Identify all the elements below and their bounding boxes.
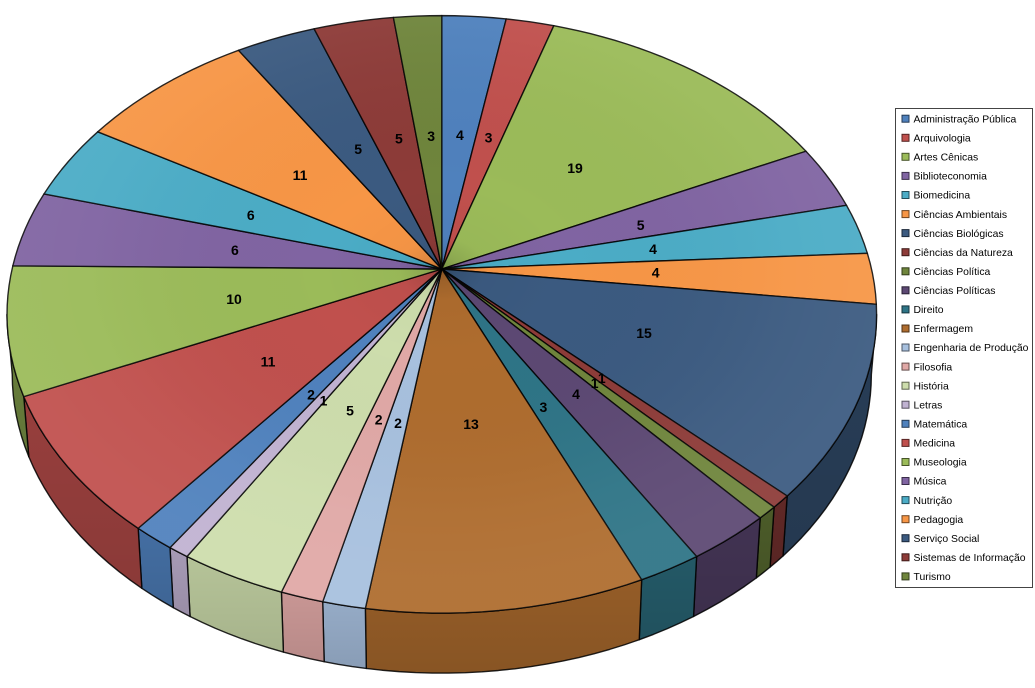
svg-text:11: 11	[261, 353, 276, 369]
svg-text:Ciências da Natureza: Ciências da Natureza	[914, 248, 1014, 259]
svg-text:1: 1	[320, 393, 328, 409]
svg-text:Medicina: Medicina	[914, 439, 956, 450]
svg-text:Enfermagem: Enfermagem	[914, 324, 973, 335]
svg-text:Engenharia de Produção: Engenharia de Produção	[914, 343, 1029, 354]
svg-text:5: 5	[354, 141, 362, 157]
svg-text:Filosofia: Filosofia	[914, 362, 953, 373]
svg-text:10: 10	[226, 291, 242, 307]
svg-text:3: 3	[427, 128, 435, 144]
svg-text:Nutrição: Nutrição	[914, 496, 953, 507]
svg-text:Ciências Políticas: Ciências Políticas	[914, 286, 996, 297]
svg-text:Matemática: Matemática	[914, 420, 968, 431]
svg-text:2: 2	[375, 411, 383, 427]
svg-text:Sistemas de Informação: Sistemas de Informação	[914, 553, 1026, 564]
svg-text:Letras: Letras	[914, 400, 943, 411]
svg-text:11: 11	[293, 167, 308, 183]
svg-text:2: 2	[307, 386, 315, 402]
svg-text:4: 4	[572, 386, 580, 402]
svg-text:Serviço Social: Serviço Social	[914, 534, 980, 545]
svg-text:Biblioteconomia: Biblioteconomia	[914, 172, 988, 183]
svg-text:Ciências Biológicas: Ciências Biológicas	[914, 229, 1004, 240]
svg-text:19: 19	[567, 160, 583, 176]
svg-text:4: 4	[456, 127, 464, 143]
svg-text:Ciências Política: Ciências Política	[914, 267, 991, 278]
svg-text:3: 3	[485, 130, 493, 146]
svg-text:13: 13	[463, 416, 479, 432]
svg-text:3: 3	[540, 399, 548, 415]
svg-text:Artes Cênicas: Artes Cênicas	[914, 153, 979, 164]
svg-text:5: 5	[637, 217, 645, 233]
svg-text:15: 15	[636, 325, 652, 341]
svg-text:1: 1	[591, 375, 599, 391]
svg-text:Museologia: Museologia	[914, 458, 967, 469]
svg-text:4: 4	[652, 265, 660, 281]
svg-text:5: 5	[395, 130, 403, 146]
svg-text:4: 4	[649, 241, 657, 257]
svg-text:6: 6	[231, 242, 239, 258]
svg-text:Administração Pública: Administração Pública	[914, 114, 1017, 125]
svg-text:2: 2	[394, 415, 402, 431]
svg-text:Música: Música	[914, 477, 947, 488]
svg-text:Arquivologia: Arquivologia	[914, 134, 971, 145]
svg-text:5: 5	[346, 403, 354, 419]
svg-text:Direito: Direito	[914, 305, 944, 316]
svg-text:6: 6	[247, 207, 255, 223]
svg-text:História: História	[914, 381, 949, 392]
svg-text:Turismo: Turismo	[914, 572, 951, 583]
svg-text:Pedagogia: Pedagogia	[914, 515, 964, 526]
svg-text:Biomedicina: Biomedicina	[914, 191, 971, 202]
svg-text:1: 1	[598, 370, 606, 386]
svg-text:Ciências Ambientais: Ciências Ambientais	[914, 210, 1008, 221]
